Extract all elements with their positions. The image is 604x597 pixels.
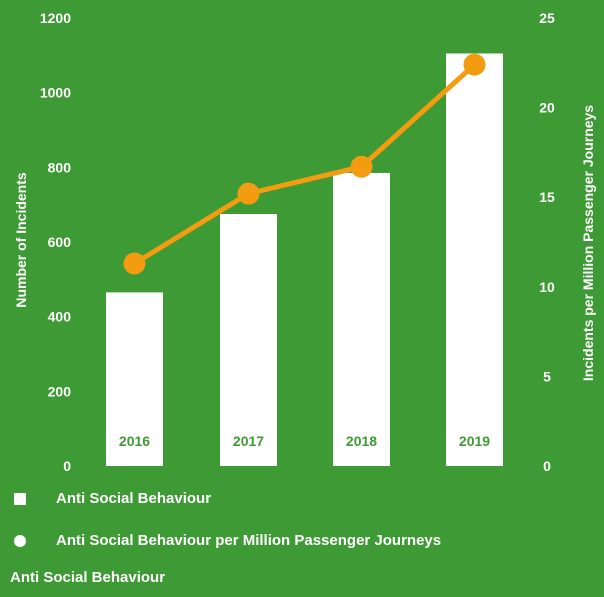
line-point — [123, 252, 146, 275]
right-axis-ticks: 0 5 10 15 20 25 — [539, 10, 555, 474]
right-tick-label: 10 — [539, 279, 555, 295]
category-label: 2016 — [119, 433, 150, 449]
left-tick-label: 0 — [63, 458, 71, 474]
left-tick-label: 400 — [48, 309, 72, 325]
category-label: 2017 — [233, 433, 264, 449]
left-tick-label: 200 — [48, 383, 72, 399]
left-tick-label: 800 — [48, 159, 72, 175]
legend-square-marker — [14, 492, 26, 505]
chart: 0 200 400 600 800 1000 1200 0 5 10 15 20 25 Number … — [13, 10, 596, 474]
left-tick-label: 1200 — [40, 10, 71, 26]
right-tick-label: 5 — [543, 368, 551, 384]
legend-circle-marker — [14, 534, 26, 547]
category-label: 2019 — [459, 433, 490, 449]
bar — [220, 214, 277, 466]
chart-footer-title: Anti Social Behaviour — [10, 569, 166, 586]
right-tick-label: 15 — [539, 189, 555, 205]
left-axis-title: Number of Incidents — [13, 172, 29, 308]
right-tick-label: 0 — [543, 458, 551, 474]
legend-label: Anti Social Behaviour per Million Passen… — [56, 532, 442, 549]
left-tick-label: 600 — [48, 234, 72, 250]
bar-series — [106, 53, 503, 466]
left-axis-ticks: 0 200 400 600 800 1000 1200 — [40, 10, 71, 474]
category-labels: 2016 2017 2018 2019 — [119, 433, 490, 449]
right-tick-label: 25 — [539, 10, 555, 26]
line-point — [350, 155, 373, 178]
right-tick-label: 20 — [539, 100, 555, 116]
bar — [333, 172, 390, 466]
line-point — [237, 182, 260, 205]
left-tick-label: 1000 — [40, 85, 71, 101]
bar — [106, 292, 163, 466]
legend-item-bars: Anti Social Behaviour — [14, 490, 211, 507]
line-series — [123, 53, 486, 275]
line-point — [463, 53, 486, 76]
legend-label: Anti Social Behaviour — [56, 490, 212, 507]
right-axis-title: Incidents per Million Passenger Journeys — [580, 105, 596, 381]
series-line — [133, 62, 477, 266]
bar — [446, 53, 503, 466]
category-label: 2018 — [346, 433, 377, 449]
legend-item-line: Anti Social Behaviour per Million Passen… — [14, 532, 441, 549]
